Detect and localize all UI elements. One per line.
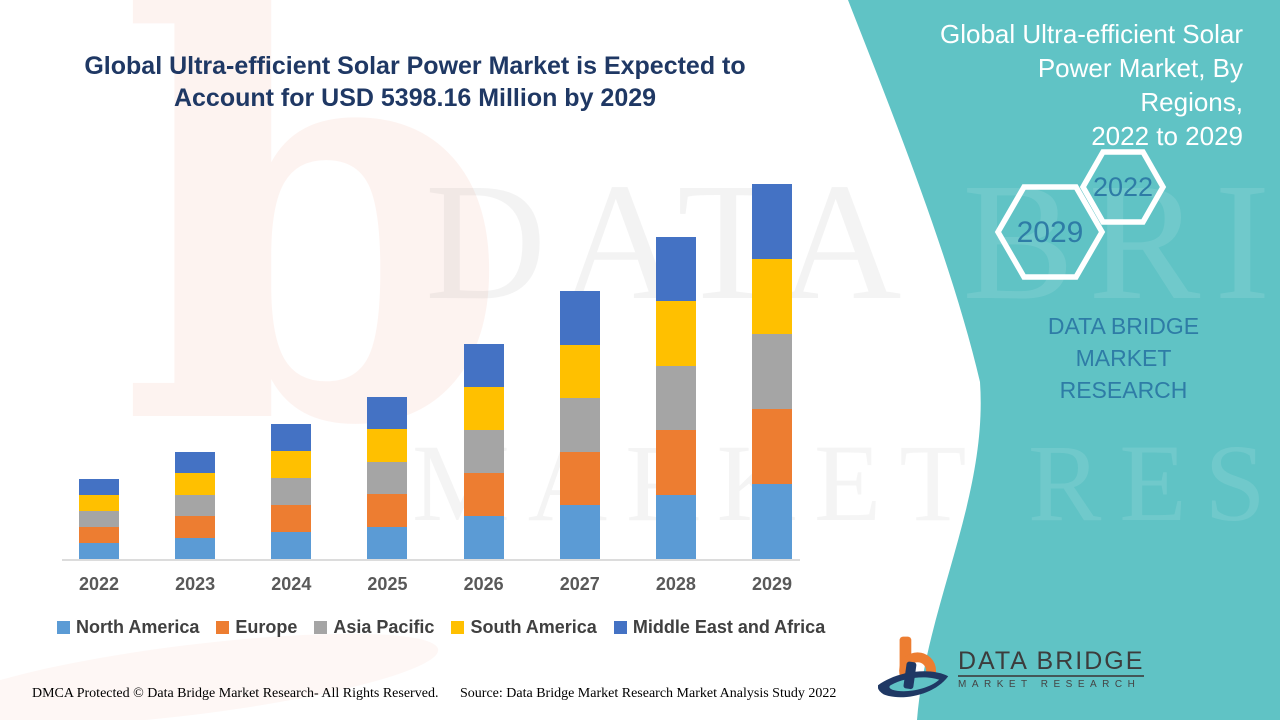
page-title-line1: Global Ultra-efficient Solar Power Marke… bbox=[84, 52, 746, 80]
segment-2028-middle-east-and-africa bbox=[655, 237, 696, 302]
legend-label: Asia Pacific bbox=[333, 617, 435, 637]
segment-2028-north-america bbox=[655, 494, 696, 559]
segment-2025-south-america bbox=[367, 429, 408, 462]
bar-stack-2028 bbox=[655, 237, 696, 559]
segment-2024-middle-east-and-africa bbox=[271, 424, 312, 451]
segment-2022-europe bbox=[79, 527, 119, 543]
year-hexagons: 2029 2022 bbox=[994, 149, 1167, 280]
segment-2026-south-america bbox=[463, 387, 504, 430]
bar-chart-plot-area bbox=[62, 181, 793, 559]
hexagon-2022-label: 2022 bbox=[1093, 172, 1153, 202]
segment-2027-middle-east-and-africa bbox=[559, 291, 600, 345]
x-axis-label-2028: 2028 bbox=[655, 574, 696, 594]
segment-2029-north-america bbox=[751, 484, 792, 559]
legend-item-asia-pacific: Asia Pacific bbox=[314, 617, 434, 638]
bar-stack-2025 bbox=[367, 397, 408, 559]
logo-text: DATA BRIDGE MARKET RESEARCH bbox=[958, 647, 1145, 690]
segment-2029-middle-east-and-africa bbox=[751, 184, 792, 259]
panel-title-line1: Global Ultra-efficient Solar bbox=[940, 19, 1243, 49]
legend-swatch-icon bbox=[613, 621, 627, 634]
segment-2024-north-america bbox=[271, 532, 312, 559]
x-axis-labels: 2022 2023 2024 2025 2026 2027 2028 2029 bbox=[62, 574, 793, 595]
segment-2024-europe bbox=[271, 505, 312, 532]
panel-brand-line1: DATA BRIDGE MARKET bbox=[1047, 313, 1200, 371]
segment-2026-asia-pacific bbox=[463, 430, 504, 473]
segment-2027-north-america bbox=[559, 505, 600, 559]
legend-item-north-america: North America bbox=[57, 617, 199, 638]
logo-name: DATA BRIDGE bbox=[958, 647, 1145, 675]
legend-swatch-icon bbox=[451, 621, 465, 634]
segment-2023-europe bbox=[175, 516, 216, 538]
dmca-notice: DMCA Protected © Data Bridge Market Rese… bbox=[32, 686, 439, 701]
segment-2023-north-america bbox=[175, 537, 216, 559]
legend-swatch-icon bbox=[57, 621, 70, 634]
bar-stack-2029 bbox=[751, 184, 792, 559]
segment-2028-south-america bbox=[655, 301, 696, 366]
segment-2025-europe bbox=[367, 494, 408, 527]
bar-stack-2024 bbox=[271, 424, 312, 559]
segment-2022-asia-pacific bbox=[79, 511, 119, 527]
segment-2029-south-america bbox=[751, 259, 792, 334]
legend-label: South America bbox=[470, 617, 597, 637]
segment-2024-asia-pacific bbox=[271, 478, 312, 505]
legend-item-middle-east-and-africa: Middle East and Africa bbox=[613, 617, 826, 638]
legend-swatch-icon bbox=[216, 621, 230, 634]
data-bridge-logo-icon bbox=[878, 636, 949, 698]
legend-label: North America bbox=[76, 617, 200, 637]
segment-2028-europe bbox=[655, 430, 696, 495]
x-axis-label-2027: 2027 bbox=[559, 574, 600, 594]
x-axis-label-2024: 2024 bbox=[271, 574, 312, 594]
x-axis-label-2023: 2023 bbox=[175, 574, 216, 594]
legend-item-europe: Europe bbox=[216, 617, 297, 638]
logo-divider bbox=[958, 675, 1145, 677]
x-axis-label-2029: 2029 bbox=[751, 574, 793, 594]
legend-label: Middle East and Africa bbox=[632, 617, 826, 637]
segment-2025-north-america bbox=[367, 526, 408, 559]
x-axis-label-2026: 2026 bbox=[463, 574, 504, 594]
segment-2029-europe bbox=[751, 409, 792, 484]
segment-2026-europe bbox=[463, 473, 504, 516]
bar-stack-2022 bbox=[79, 479, 119, 559]
legend-item-south-america: South America bbox=[451, 617, 597, 638]
x-axis-label-2022: 2022 bbox=[79, 574, 120, 594]
segment-2027-south-america bbox=[559, 344, 600, 399]
segment-2022-south-america bbox=[79, 495, 119, 511]
hexagon-2029-label: 2029 bbox=[1017, 216, 1084, 249]
page-title-line2: Account for USD 5398.16 Million by 2029 bbox=[173, 84, 657, 112]
segment-2025-middle-east-and-africa bbox=[367, 397, 408, 430]
segment-2027-europe bbox=[559, 451, 600, 506]
segment-2022-north-america bbox=[79, 543, 119, 559]
bar-stack-2023 bbox=[175, 452, 216, 559]
segment-2023-asia-pacific bbox=[175, 494, 216, 517]
panel-brand-text: DATA BRIDGE MARKET RESEARCH bbox=[1002, 310, 1245, 406]
logo-subtitle: MARKET RESEARCH bbox=[958, 679, 1141, 690]
segment-2029-asia-pacific bbox=[751, 334, 792, 409]
segment-2026-middle-east-and-africa bbox=[463, 344, 504, 387]
segment-2026-north-america bbox=[463, 516, 504, 559]
x-axis-label-2025: 2025 bbox=[367, 574, 408, 594]
data-bridge-logo: DATA BRIDGE MARKET RESEARCH bbox=[878, 634, 1145, 704]
segment-2023-south-america bbox=[175, 473, 216, 495]
legend-label: Europe bbox=[235, 617, 298, 637]
panel-title-line2: Power Market, By Regions, bbox=[1037, 53, 1243, 117]
panel-title: Global Ultra-efficient Solar Power Marke… bbox=[940, 17, 1243, 153]
bar-stack-2027 bbox=[559, 291, 600, 559]
segment-2025-asia-pacific bbox=[367, 461, 408, 495]
bar-stack-2026 bbox=[463, 344, 504, 559]
panel-watermark-row2: MARKET RESEARCH bbox=[850, 422, 1280, 544]
page-title: Global Ultra-efficient Solar Power Marke… bbox=[75, 50, 755, 114]
panel-brand-line2: RESEARCH bbox=[1059, 377, 1188, 403]
x-axis-line bbox=[62, 559, 800, 561]
segment-2022-middle-east-and-africa bbox=[79, 479, 119, 495]
legend-swatch-icon bbox=[314, 621, 328, 634]
segment-2023-middle-east-and-africa bbox=[175, 452, 216, 474]
source-note: Source: Data Bridge Market Research Mark… bbox=[460, 686, 837, 701]
segment-2027-asia-pacific bbox=[559, 398, 600, 452]
segment-2028-asia-pacific bbox=[655, 365, 696, 431]
chart-legend: North America Europe Asia Pacific South Ame… bbox=[57, 617, 825, 638]
segment-2024-south-america bbox=[271, 451, 312, 478]
